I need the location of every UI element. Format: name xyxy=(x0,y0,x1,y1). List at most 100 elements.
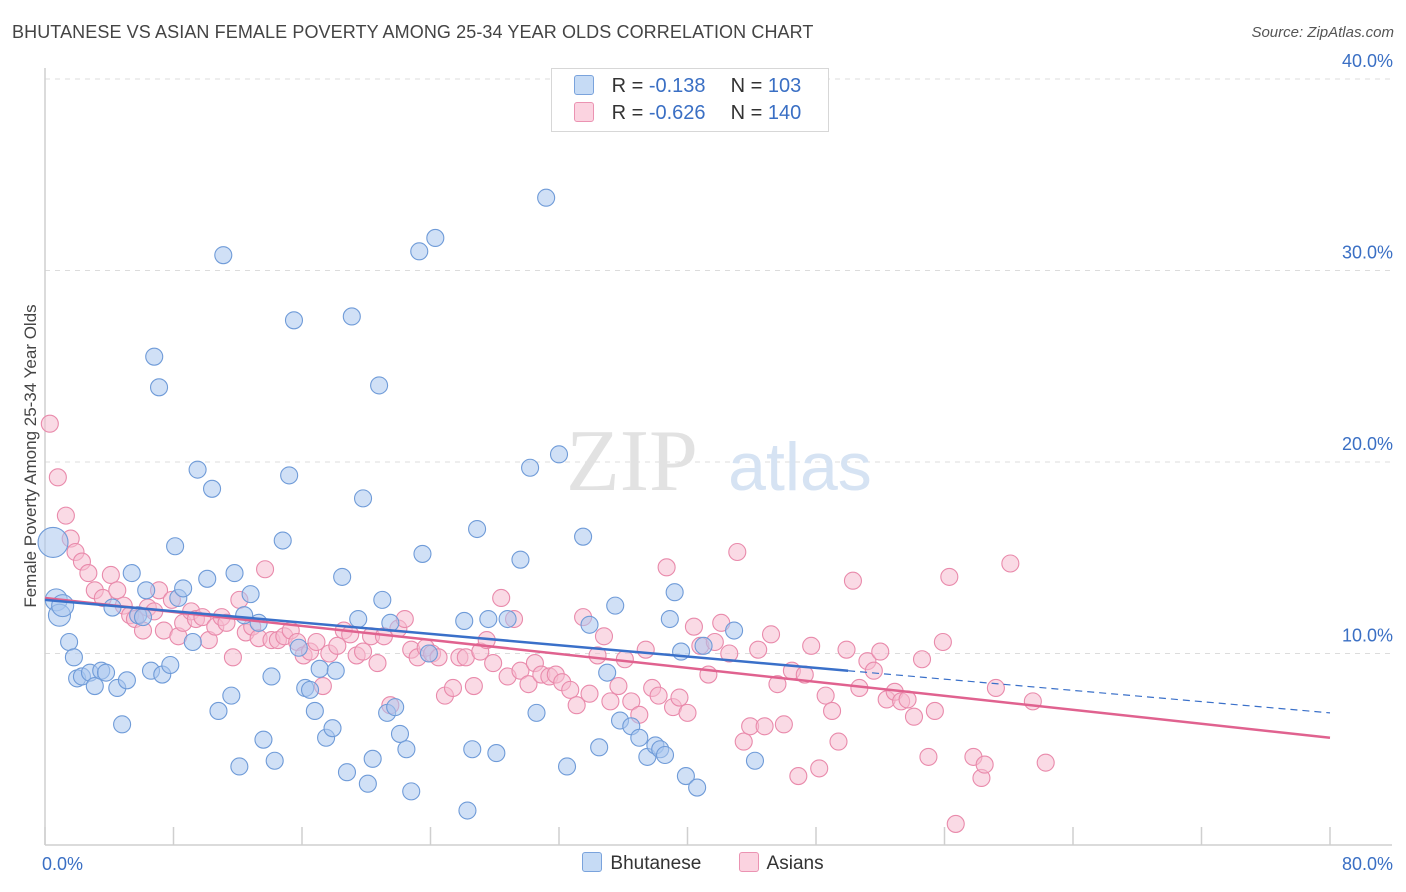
asians-point xyxy=(761,625,781,644)
asians-point xyxy=(48,468,67,487)
bhutanese-point xyxy=(166,537,185,556)
bhutanese-point xyxy=(222,686,241,705)
asians-point xyxy=(802,636,821,655)
asians-point xyxy=(684,617,703,636)
asians-point xyxy=(657,558,676,577)
asians-point xyxy=(871,642,890,661)
bhutanese-point xyxy=(183,632,202,652)
asians-point xyxy=(511,661,530,680)
bhutanese-point xyxy=(225,564,244,583)
asians-point xyxy=(368,654,387,673)
asians-point xyxy=(464,677,483,696)
bhutanese-point xyxy=(273,531,292,550)
bhutanese-point xyxy=(337,763,357,782)
bhutanese-point xyxy=(149,378,169,397)
bhutanese-point xyxy=(188,460,207,479)
bhutanese-points xyxy=(37,188,765,820)
bhutanese-point xyxy=(630,728,649,747)
asians-point xyxy=(256,560,275,579)
bhutanese-point xyxy=(254,730,273,749)
bhutanese-point xyxy=(133,608,153,627)
bhutanese-point xyxy=(174,579,193,598)
bhutanese-point xyxy=(349,609,368,629)
asians-point xyxy=(79,564,98,583)
asians-point xyxy=(353,642,373,661)
bhutanese-point xyxy=(230,757,249,776)
bhutanese-point xyxy=(161,655,180,675)
bhutanese-point xyxy=(305,701,324,721)
bhutanese-point xyxy=(397,740,416,759)
bhutanese-point xyxy=(342,307,361,326)
asians-point xyxy=(864,661,883,680)
bhutanese-point xyxy=(390,724,410,743)
asians-legend-swatch xyxy=(738,852,759,872)
asians-points xyxy=(40,414,1055,833)
correlation-legend: R = -0.138 N = 103 R = -0.626 N = 140 xyxy=(551,68,829,132)
series-legend: Bhutanese Asians xyxy=(0,852,1406,875)
asians-point xyxy=(492,588,511,608)
bhutanese-point xyxy=(598,663,617,682)
bhutanese-point xyxy=(198,569,217,588)
asians-point xyxy=(728,542,747,562)
asians-point xyxy=(816,686,835,705)
bhutanese-point xyxy=(37,526,69,558)
bhutanese-swatch xyxy=(574,75,594,95)
bhutanese-point xyxy=(113,715,132,734)
bhutanese-point xyxy=(300,680,320,699)
bhutanese-point xyxy=(574,527,593,546)
watermark-zip: ZIP xyxy=(566,413,698,510)
bhutanese-point xyxy=(284,311,304,330)
bhutanese-point xyxy=(479,609,498,629)
asians-point xyxy=(919,747,938,766)
bhutanese-point xyxy=(326,661,345,680)
y-tick-label-40: 40.0% xyxy=(1342,51,1393,71)
tick-labels: 10.0% 20.0% 30.0% 40.0% 0.0% 80.0% xyxy=(42,51,1393,874)
asians-point xyxy=(749,640,768,659)
legend-row-bhutanese: R = -0.138 N = 103 xyxy=(574,75,801,101)
bhutanese-point xyxy=(458,801,477,820)
asians-r-label: R = xyxy=(611,102,644,124)
legend-item-bhutanese: Bhutanese xyxy=(582,852,701,875)
bhutanese-point xyxy=(203,479,222,498)
asians-point xyxy=(636,640,655,659)
bhutanese-point xyxy=(606,596,625,615)
bhutanese-point xyxy=(725,621,744,640)
asians-trend-line xyxy=(44,596,1331,740)
asians-n-value: 140 xyxy=(767,102,802,124)
asians-point xyxy=(609,677,628,696)
bhutanese-point xyxy=(310,659,329,678)
asians-point xyxy=(720,644,739,663)
asians-point xyxy=(307,632,326,652)
chart-source: Source: ZipAtlas.com xyxy=(1251,24,1394,41)
asians-point xyxy=(946,814,965,833)
bhutanese-point xyxy=(688,778,707,797)
asians-point xyxy=(101,565,120,585)
bhutanese-point xyxy=(402,782,421,801)
asians-point xyxy=(904,707,924,726)
asians-point xyxy=(975,755,994,774)
asians-point xyxy=(912,650,932,669)
bhutanese-point xyxy=(209,701,228,721)
asians-point xyxy=(755,717,774,736)
asians-point xyxy=(768,675,787,694)
y-tick-label-30: 30.0% xyxy=(1342,243,1393,263)
bhutanese-point xyxy=(386,698,405,717)
asians-point xyxy=(810,759,829,778)
bhutanese-point xyxy=(413,544,432,563)
asians-point xyxy=(774,715,793,734)
bhutanese-point xyxy=(410,242,429,261)
bhutanese-n-value: 103 xyxy=(767,75,802,97)
bhutanese-point xyxy=(323,719,342,738)
bhutanese-legend-label: Bhutanese xyxy=(610,853,702,874)
bhutanese-point xyxy=(96,663,116,682)
asians-point xyxy=(56,506,75,525)
asians-point xyxy=(933,632,952,652)
bhutanese-point xyxy=(745,751,765,770)
bhutanese-point xyxy=(289,638,308,657)
asians-point xyxy=(519,675,538,694)
bhutanese-point xyxy=(426,228,445,247)
asians-point xyxy=(328,636,347,655)
bhutanese-point xyxy=(64,648,83,667)
bhutanese-point xyxy=(655,745,675,765)
asians-point xyxy=(561,680,580,699)
